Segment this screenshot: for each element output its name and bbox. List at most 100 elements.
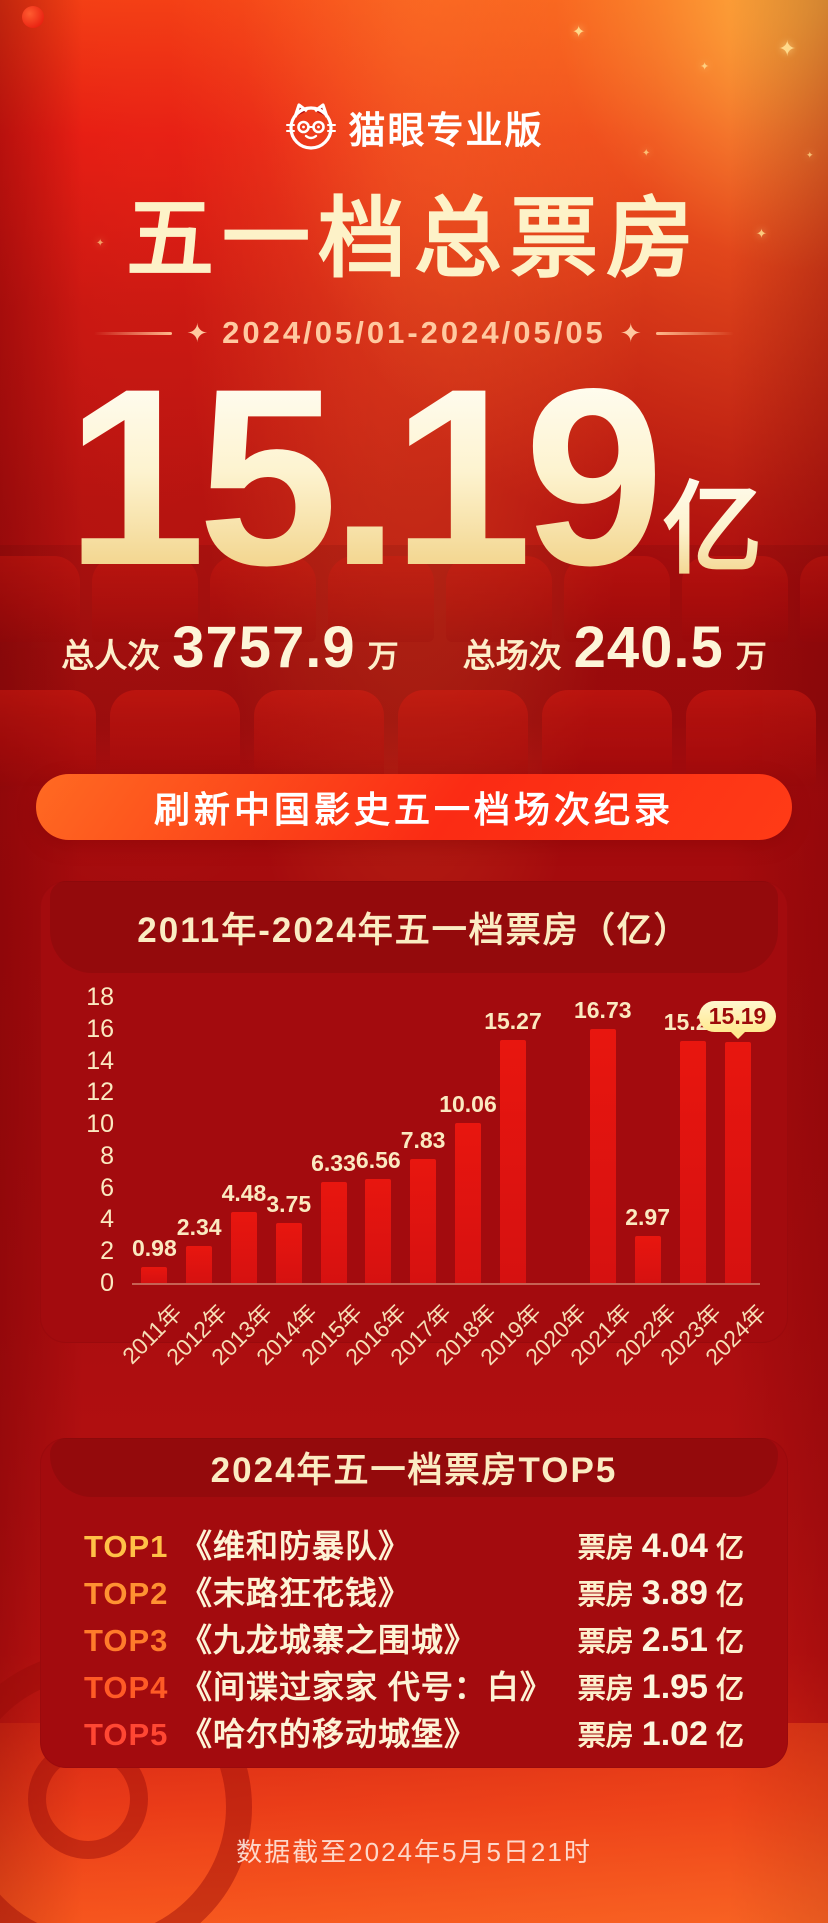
y-axis-tick: 8	[100, 1141, 114, 1170]
stat-value: 240.5	[573, 615, 724, 680]
brand-logo: 猫眼专业版	[0, 100, 828, 154]
stat-value: 3757.9	[172, 615, 356, 680]
star-icon: ✦	[619, 317, 642, 348]
chart-bar	[499, 1040, 526, 1283]
bar-value-label: 2.34	[176, 1213, 222, 1240]
total-box-office-value: 15.19	[65, 337, 665, 618]
box-office-unit: 亿	[715, 1532, 744, 1563]
star-icon: ✦	[186, 317, 209, 348]
chart-bar	[679, 1041, 706, 1283]
chart-bar-column: 6.56 2016年	[340, 997, 411, 1370]
chart-bar-column: 4.48 2013年	[206, 997, 277, 1370]
sparkle-icon: ✦	[642, 148, 651, 159]
chart-bar-column: 15.27 2019年	[475, 997, 546, 1370]
stat-screenings: 总场次 240.5 万	[463, 614, 767, 681]
movie-title: 《间谍过家家 代号：白》	[180, 1669, 553, 1705]
chart-bar-column: 3.75 2014年	[251, 997, 322, 1370]
chart-bar	[230, 1211, 257, 1283]
box-office-value: 2.51	[641, 1621, 708, 1659]
stat-admissions: 总人次 3757.9 万	[61, 614, 398, 681]
stat-unit: 万	[367, 639, 399, 674]
bar-value-label: 6.33	[311, 1150, 356, 1177]
chart-bar	[186, 1245, 213, 1283]
sparkle-icon: ✦	[700, 61, 710, 73]
chart-bar-column: 2.97 2022年	[610, 997, 681, 1370]
box-office-unit: 亿	[715, 1579, 744, 1610]
bar-value-label: 15.27	[484, 1008, 542, 1035]
chart-bar-column: 2.34 2012年	[161, 997, 232, 1370]
stat-label: 总场次	[462, 637, 562, 674]
movie-box-office: 票房 4.04 亿	[578, 1526, 744, 1566]
chart-bar	[275, 1223, 302, 1283]
box-office-value: 3.89	[641, 1574, 708, 1612]
box-office-value: 1.02	[641, 1715, 708, 1753]
chart-bar-column: 6.33 2015年	[296, 997, 367, 1370]
box-office-label: 票房	[577, 1673, 634, 1704]
box-office-label: 票房	[577, 1720, 634, 1751]
y-axis-tick: 10	[86, 1110, 114, 1139]
chart-bar-column: 10.06 2018年	[430, 997, 501, 1370]
movie-box-office: 票房 3.89 亿	[578, 1573, 744, 1613]
bar-value-label: 3.75	[266, 1191, 312, 1218]
rank-badge: TOP1	[84, 1529, 169, 1564]
chart-bar-column: 16.73 2021年	[565, 997, 636, 1370]
rank-badge: TOP2	[84, 1576, 169, 1611]
top5-title: 2024年五一档票房TOP5	[210, 1451, 618, 1490]
chart-bar	[141, 1267, 168, 1283]
chart-bar-column: 15.21 2023年	[655, 997, 726, 1370]
rank-badge: TOP4	[84, 1670, 169, 1705]
bar-value-label: 0.98	[132, 1235, 177, 1262]
chart-y-axis: 0 2 4 6 8 10 12 14 16 18	[68, 984, 114, 1296]
top5-row: TOP2 《末路狂花钱》 票房 3.89 亿	[84, 1568, 744, 1612]
y-axis-tick: 2	[100, 1237, 114, 1266]
record-banner: 刷新中国影史五一档场次纪录	[36, 774, 792, 840]
page-title: 五一档总票房	[125, 189, 702, 288]
box-office-unit: 亿	[715, 1626, 744, 1657]
stats-row: 总人次 3757.9 万 总场次 240.5 万	[0, 614, 828, 681]
chart-bar	[410, 1158, 437, 1283]
bar-value-highlight: 15.19	[698, 1000, 777, 1032]
y-axis-tick: 0	[100, 1269, 114, 1297]
maoyan-cat-icon	[285, 101, 337, 153]
chart-title: 2011年-2024年五一档票房（亿）	[137, 910, 691, 950]
stat-label: 总人次	[61, 637, 161, 674]
total-box-office: 15.19 亿	[0, 352, 828, 604]
chart-bar	[454, 1123, 481, 1283]
chart-bar-column: 15.19 2024年	[698, 997, 777, 1370]
mid-shade	[0, 545, 828, 795]
box-office-label: 票房	[577, 1532, 634, 1563]
top5-row: TOP3 《九龙城寨之围城》 票房 2.51 亿	[84, 1615, 744, 1659]
y-axis-tick: 6	[100, 1173, 114, 1202]
box-office-value: 4.04	[641, 1527, 708, 1565]
y-axis-tick: 18	[86, 983, 114, 1011]
chart-panel-header: 2011年-2024年五一档票房（亿）	[50, 881, 778, 973]
stat-unit: 万	[735, 639, 767, 674]
date-line-right	[655, 331, 734, 335]
movie-title: 《九龙城寨之围城》	[180, 1622, 478, 1658]
seat-row-back	[0, 556, 828, 642]
rank-badge: TOP3	[84, 1623, 169, 1658]
y-axis-tick: 14	[86, 1046, 114, 1075]
chart-bar-column: 0.98 2011年	[118, 997, 188, 1368]
sparkle-icon: ✦	[572, 24, 586, 41]
chart-bar	[320, 1182, 347, 1283]
total-box-office-unit: 亿	[662, 448, 762, 593]
red-dot-decoration	[22, 6, 44, 28]
box-office-value: 1.95	[641, 1668, 708, 1706]
bar-value-label: 7.83	[400, 1126, 446, 1153]
sparkle-icon: ✦	[778, 36, 797, 61]
sparkle-icon: ✦	[756, 226, 767, 241]
chart-panel: 2011年-2024年五一档票房（亿） 0 2 4 6 8 10 12 14 16 18 0.98…	[40, 881, 788, 1370]
box-office-unit: 亿	[715, 1720, 744, 1751]
brand-name: 猫眼专业版	[348, 110, 544, 151]
movie-title: 《哈尔的移动城堡》	[180, 1716, 478, 1752]
top5-row: TOP4 《间谍过家家 代号：白》 票房 1.95 亿	[84, 1662, 744, 1706]
chart-bar-column: 7.83 2017年	[385, 997, 456, 1370]
date-range-row: ✦ 2024/05/01-2024/05/05 ✦	[0, 315, 828, 351]
sparkle-icon: ✦	[96, 238, 105, 249]
movie-box-office: 票房 1.95 亿	[578, 1667, 744, 1707]
top5-panel: 2024年五一档票房TOP5 TOP1 《维和防暴队》 票房 4.04 亿 TOP2 《末路…	[40, 1438, 788, 1768]
movie-title: 《维和防暴队》	[180, 1528, 412, 1564]
chart-bar	[634, 1235, 661, 1283]
